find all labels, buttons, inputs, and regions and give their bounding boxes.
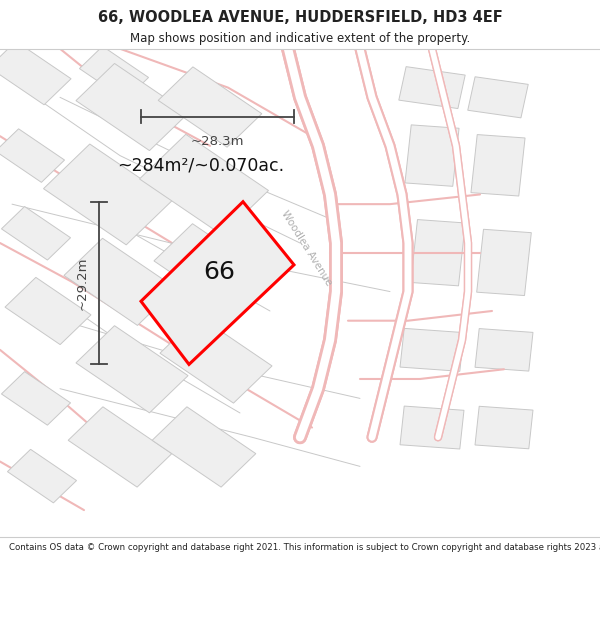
Text: ~284m²/~0.070ac.: ~284m²/~0.070ac. [117, 156, 284, 174]
Text: Contains OS data © Crown copyright and database right 2021. This information is : Contains OS data © Crown copyright and d… [9, 543, 600, 552]
Polygon shape [475, 406, 533, 449]
Polygon shape [468, 77, 528, 118]
Polygon shape [1, 206, 71, 260]
Polygon shape [68, 407, 172, 487]
Polygon shape [43, 144, 173, 245]
Polygon shape [475, 329, 533, 371]
Polygon shape [399, 67, 465, 109]
Polygon shape [158, 67, 262, 147]
Polygon shape [1, 372, 71, 425]
Polygon shape [76, 326, 188, 413]
Text: 66: 66 [203, 260, 235, 284]
Polygon shape [405, 125, 459, 186]
Polygon shape [154, 224, 266, 311]
Polygon shape [7, 449, 77, 503]
Polygon shape [64, 238, 176, 326]
Polygon shape [0, 129, 65, 182]
Text: Woodlea Avenue: Woodlea Avenue [279, 209, 333, 288]
Polygon shape [5, 278, 91, 344]
Polygon shape [476, 229, 532, 296]
Polygon shape [152, 407, 256, 487]
Text: ~28.3m: ~28.3m [191, 135, 244, 148]
Text: Map shows position and indicative extent of the property.: Map shows position and indicative extent… [130, 32, 470, 45]
Polygon shape [160, 316, 272, 403]
Polygon shape [410, 219, 466, 286]
Polygon shape [400, 406, 464, 449]
Polygon shape [139, 134, 269, 235]
Text: 66, WOODLEA AVENUE, HUDDERSFIELD, HD3 4EF: 66, WOODLEA AVENUE, HUDDERSFIELD, HD3 4E… [98, 10, 502, 25]
Text: ~29.2m: ~29.2m [75, 256, 88, 310]
Polygon shape [0, 41, 71, 105]
Polygon shape [76, 64, 188, 151]
Polygon shape [79, 46, 149, 100]
Polygon shape [471, 134, 525, 196]
Polygon shape [141, 202, 294, 364]
Polygon shape [400, 328, 464, 371]
